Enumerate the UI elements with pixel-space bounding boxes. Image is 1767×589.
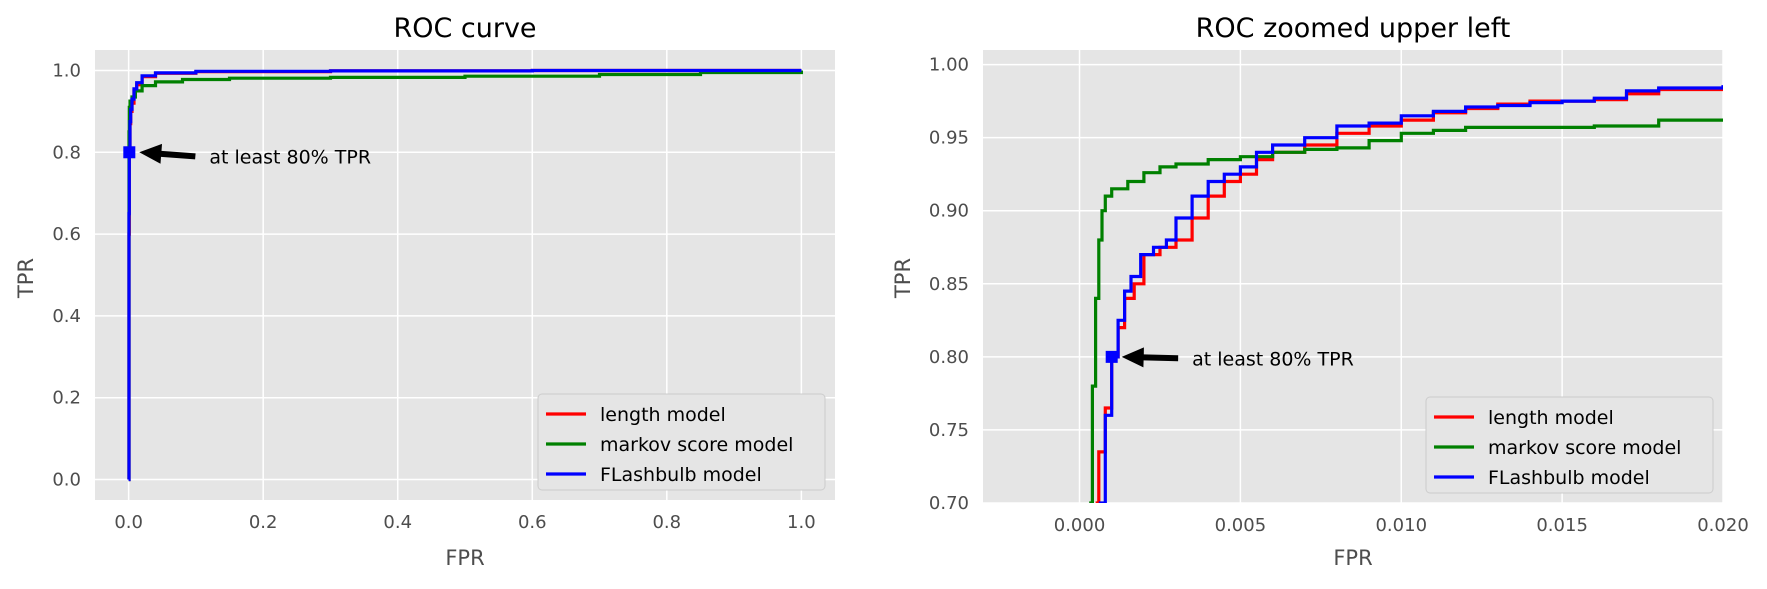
x-tick-label: 0.020 <box>1697 515 1749 536</box>
y-tick-label: 1.0 <box>52 60 81 81</box>
annotation: at least 80% TPR <box>139 143 371 168</box>
y-tick-label: 1.00 <box>929 55 969 76</box>
annotation-text: at least 80% TPR <box>1192 348 1354 370</box>
series-lines <box>1089 85 1723 503</box>
roc-curve-panel: at least 80% TPR 0.0 0.2 0.4 0.6 0.8 1.00.00.… <box>14 13 835 570</box>
x-tick-label: 0.000 <box>1054 515 1106 536</box>
annotation-text: at least 80% TPR <box>209 146 371 168</box>
y-tick-label: 0.2 <box>52 388 81 409</box>
flashbulb-model-line <box>1098 85 1723 503</box>
y-axis-label: TPR <box>891 258 915 299</box>
legend: length model markov score model FLashbulb … <box>1425 396 1714 494</box>
legend-label-flashbulb-model: FLashbulb model <box>600 464 762 486</box>
tpr-marker <box>1105 350 1118 363</box>
legend-label-length-model: length model <box>600 404 726 426</box>
x-axis-label: FPR <box>445 546 484 570</box>
legend-label-flashbulb-model: FLashbulb model <box>1488 467 1650 489</box>
tpr-marker-square <box>1105 350 1118 363</box>
legend-label-length-model: length model <box>1488 407 1614 429</box>
x-tick-label: 0.015 <box>1536 515 1588 536</box>
y-tick-label: 0.70 <box>929 493 969 514</box>
legend-label-markov-score-model: markov score model <box>1488 437 1681 459</box>
tpr-marker <box>123 146 136 159</box>
tick-labels: 0.0 0.2 0.4 0.6 0.8 1.0 0.0 0.2 0.4 0.6 0.8 1.0 <box>52 60 815 533</box>
x-tick-label: 0.8 <box>652 512 681 533</box>
x-tick-label: 0.6 <box>518 512 547 533</box>
y-tick-label: 0.75 <box>929 420 969 441</box>
x-tick-label: 0.4 <box>383 512 412 533</box>
legend: length model markov score model FLashbulb … <box>537 393 826 491</box>
x-tick-label: 0.0 <box>114 512 143 533</box>
tick-labels: 0.000 0.005 0.010 0.015 0.020 0.70 0.75 0.80 0.8… <box>929 55 1749 536</box>
y-tick-label: 0.6 <box>52 224 81 245</box>
y-tick-label: 0.80 <box>929 347 969 368</box>
y-tick-label: 0.8 <box>52 142 81 163</box>
y-tick-label: 0.90 <box>929 201 969 222</box>
chart-title: ROC curve <box>393 13 536 44</box>
chart-title: ROC zoomed upper left <box>1196 13 1511 44</box>
legend-label-markov-score-model: markov score model <box>600 434 793 456</box>
tpr-marker-square <box>123 146 136 159</box>
y-tick-label: 0.95 <box>929 128 969 149</box>
annotation-arrow <box>139 143 196 164</box>
markov-score-model-line <box>127 70 803 482</box>
annotation-arrow <box>1121 347 1179 368</box>
legend-box <box>537 393 826 491</box>
y-axis-label: TPR <box>14 258 38 299</box>
x-tick-label: 0.2 <box>249 512 278 533</box>
y-tick-label: 0.4 <box>52 306 81 327</box>
x-tick-label: 1.0 <box>787 512 816 533</box>
grid-lines <box>983 50 1724 504</box>
legend-box <box>1425 396 1714 494</box>
y-tick-label: 0.0 <box>52 470 81 491</box>
y-tick-label: 0.85 <box>929 274 969 295</box>
x-axis-label: FPR <box>1333 546 1372 570</box>
roc-zoomed-panel: at least 80% TPR 0.000 0.005 0.010 0.015 0.0… <box>891 13 1749 570</box>
x-tick-label: 0.005 <box>1215 515 1267 536</box>
x-tick-label: 0.010 <box>1375 515 1427 536</box>
markov-score-model-line <box>1089 118 1723 503</box>
annotation: at least 80% TPR <box>1121 347 1354 370</box>
